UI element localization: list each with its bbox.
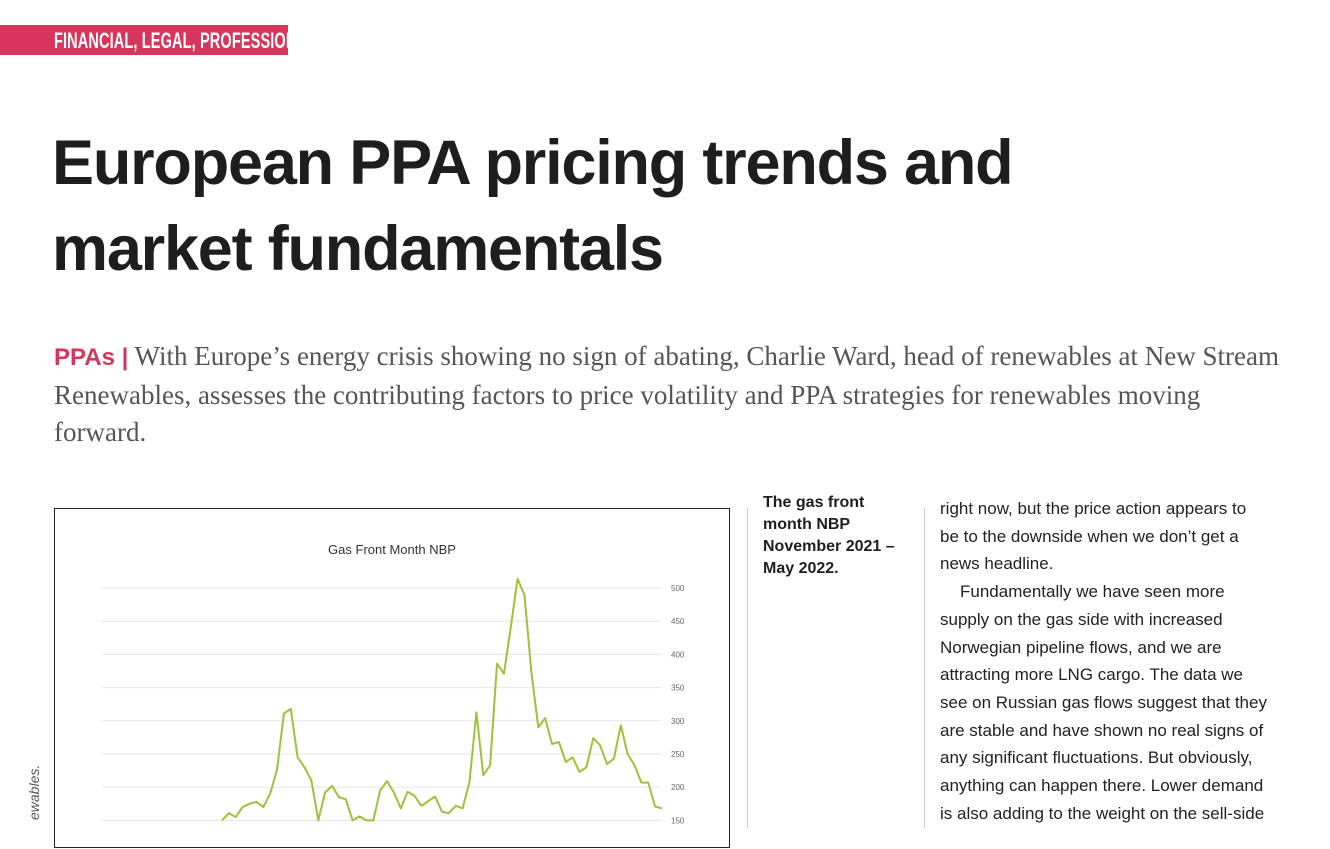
- y-tick-label: 350: [671, 684, 685, 693]
- article-title: European PPA pricing trends and market f…: [52, 120, 1014, 292]
- body-line: attracting more LNG cargo. The data we: [940, 665, 1244, 685]
- body-line: see on Russian gas flows suggest that th…: [940, 692, 1267, 712]
- y-tick-label: 400: [671, 650, 685, 659]
- standfirst-kicker: PPAs |: [54, 344, 129, 371]
- section-tag: FINANCIAL, LEGAL, PROFESSIONAL: [0, 25, 316, 55]
- body-column: right now, but the price action appears …: [940, 495, 1280, 827]
- caption-line: May 2022.: [763, 560, 839, 577]
- caption-line: month NBP: [763, 516, 851, 533]
- body-line: Norwegian pipeline flows, and we are: [940, 637, 1222, 657]
- column-divider: [924, 508, 925, 828]
- body-line: Fundamentally we have seen more: [960, 582, 1225, 602]
- standfirst: PPAs | With Europe’s energy crisis showi…: [54, 338, 1284, 452]
- body-line: be to the downside when we don’t get a: [940, 526, 1239, 546]
- gas-price-chart: Gas Front Month NBP 150 200 250 300 350 400 45…: [102, 542, 685, 825]
- series-line: [221, 577, 663, 822]
- caption-line: November 2021 –: [763, 538, 895, 555]
- body-line: any significant fluctuations. But obviou…: [940, 748, 1253, 768]
- y-tick-label: 200: [671, 783, 685, 792]
- y-tick-label: 150: [671, 816, 685, 825]
- body-line: news headline.: [940, 554, 1054, 574]
- column-divider: [747, 508, 748, 828]
- body-line: anything can happen there. Lower demand: [940, 776, 1264, 796]
- section-tag-label: FINANCIAL, LEGAL, PROFESSIONAL: [54, 28, 317, 53]
- body-line: right now, but the price action appears …: [940, 499, 1247, 518]
- y-tick-label: 300: [671, 717, 685, 726]
- chart-frame: Gas Front Month NBP 150 200 250 300 350 400 45…: [54, 508, 730, 848]
- standfirst-text: With Europe’s energy crisis showing no s…: [54, 341, 1280, 447]
- y-tick-label: 250: [671, 750, 685, 759]
- body-line: is also adding to the weight on the sell…: [940, 803, 1265, 823]
- body-line: supply on the gas side with increased: [940, 609, 1223, 629]
- chart-title: Gas Front Month NBP: [328, 542, 456, 557]
- title-line-1: European PPA pricing trends and: [52, 128, 1014, 198]
- caption-line: The gas front: [763, 494, 865, 511]
- y-tick-label: 450: [671, 617, 685, 626]
- title-line-2: market fundamentals: [52, 214, 664, 284]
- y-tick-label: 500: [671, 584, 685, 593]
- chart-caption: The gas front month NBP November 2021 – …: [763, 492, 913, 580]
- photo-credit: ewables.: [26, 764, 42, 820]
- body-line: are stable and have shown no real signs …: [940, 720, 1264, 740]
